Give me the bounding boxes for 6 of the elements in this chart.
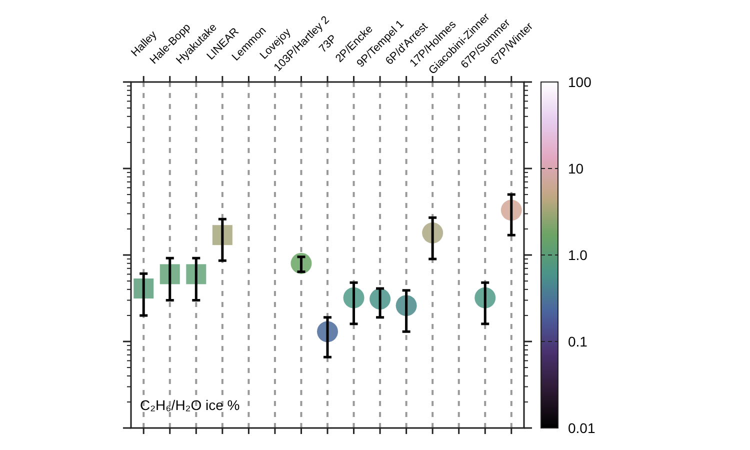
y-tick-label: 100 bbox=[568, 74, 592, 90]
y-tick-label: 0.1 bbox=[568, 333, 588, 350]
annotation: C₂H₆/H₂O ice % bbox=[140, 397, 240, 413]
y-tick-label: 1.0 bbox=[568, 246, 588, 263]
y-tick-label: 10 bbox=[568, 160, 584, 176]
y-tick-label: 0.01 bbox=[568, 420, 596, 436]
